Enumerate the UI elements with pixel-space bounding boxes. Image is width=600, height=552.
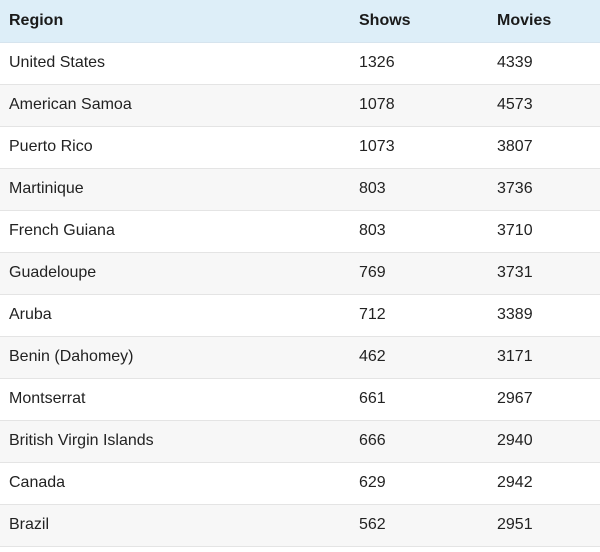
table-row: Martinique 803 3736 (0, 168, 600, 210)
shows-cell: 769 (359, 264, 386, 281)
shows-cell: 462 (359, 348, 386, 365)
column-header-region[interactable]: Region (0, 0, 350, 43)
shows-cell: 562 (359, 516, 386, 533)
shows-cell: 629 (359, 474, 386, 491)
table-row: Aruba 712 3389 (0, 294, 600, 336)
region-cell: British Virgin Islands (9, 432, 154, 449)
table-row: Benin (Dahomey) 462 3171 (0, 336, 600, 378)
region-cell: United States (9, 54, 106, 71)
region-cell: Puerto Rico (9, 138, 93, 155)
table-row: British Virgin Islands 666 2940 (0, 420, 600, 462)
shows-cell: 712 (359, 306, 386, 323)
movies-cell: 4573 (497, 96, 533, 113)
region-cell: Canada (9, 474, 66, 491)
shows-cell: 1073 (359, 138, 395, 155)
movies-cell: 2942 (497, 474, 533, 491)
movies-cell: 3736 (497, 180, 533, 197)
movies-cell: 3807 (497, 138, 533, 155)
table-row: French Guiana 803 3710 (0, 210, 600, 252)
region-cell: Guadeloupe (9, 264, 97, 281)
shows-cell: 666 (359, 432, 386, 449)
region-cell: Martinique (9, 180, 84, 197)
table-row: Guadeloupe 769 3731 (0, 252, 600, 294)
region-cell: Aruba (9, 306, 52, 323)
region-cell: Benin (Dahomey) (9, 348, 134, 365)
movies-cell: 4339 (497, 54, 533, 71)
movies-cell: 3171 (497, 348, 533, 365)
header-row: Region Shows Movies (0, 0, 600, 43)
shows-cell: 1326 (359, 54, 395, 71)
movies-cell: 2951 (497, 516, 533, 533)
movies-cell: 3710 (497, 222, 533, 239)
shows-cell: 803 (359, 222, 386, 239)
column-header-shows[interactable]: Shows (350, 0, 488, 43)
region-cell: Montserrat (9, 390, 86, 407)
column-header-movies[interactable]: Movies (488, 0, 600, 43)
table-row: American Samoa 1078 4573 (0, 84, 600, 126)
table-row: Canada 629 2942 (0, 462, 600, 504)
movies-cell: 3731 (497, 264, 533, 281)
shows-cell: 661 (359, 390, 386, 407)
table-row: Brazil 562 2951 (0, 504, 600, 546)
table-body: United States 1326 4339 American Samoa 1… (0, 42, 600, 546)
table-row: Montserrat 661 2967 (0, 378, 600, 420)
movies-cell: 2940 (497, 432, 533, 449)
movies-cell: 2967 (497, 390, 533, 407)
shows-cell: 1078 (359, 96, 395, 113)
region-cell: Brazil (9, 516, 50, 533)
region-cell: American Samoa (9, 96, 132, 113)
table-header: Region Shows Movies (0, 0, 600, 43)
movies-cell: 3389 (497, 306, 533, 323)
table-row: United States 1326 4339 (0, 42, 600, 84)
region-cell: French Guiana (9, 222, 115, 239)
table-row: Puerto Rico 1073 3807 (0, 126, 600, 168)
shows-cell: 803 (359, 180, 386, 197)
